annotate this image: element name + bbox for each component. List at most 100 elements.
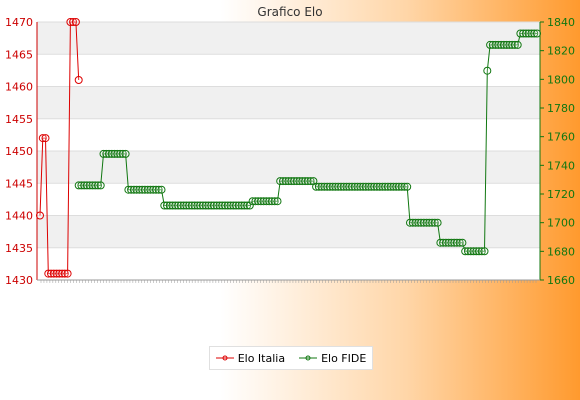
data-point [94, 181, 102, 190]
data-point [334, 182, 343, 191]
data-point [491, 40, 500, 49]
data-point [419, 218, 428, 227]
data-point [212, 201, 221, 210]
data-point [505, 40, 514, 49]
data-point [513, 40, 522, 49]
data-point [82, 181, 91, 190]
data-point [185, 201, 194, 210]
data-point [284, 177, 293, 186]
data-point [157, 185, 166, 194]
data-point [44, 269, 53, 278]
data-point [55, 269, 64, 278]
data-point [361, 182, 370, 191]
data-point [245, 201, 254, 210]
right-tick-label: 1840 [547, 16, 575, 29]
data-point [342, 182, 351, 191]
data-point [292, 177, 301, 186]
data-point [516, 29, 525, 38]
legend-item-elo-fide: Elo FIDE [299, 352, 366, 365]
legend: Elo Italia Elo FIDE [209, 346, 373, 370]
data-point [47, 269, 55, 278]
left-y-axis: 1430 1435 1440 1445 1450 1455 1460 1465 1470 [5, 16, 38, 287]
data-point [223, 201, 232, 210]
data-point [422, 218, 431, 227]
series-line [78, 33, 537, 252]
data-point [323, 182, 332, 191]
series-1 [74, 29, 541, 256]
right-tick-label: 1780 [547, 102, 575, 115]
data-point [295, 177, 304, 186]
data-point [105, 149, 113, 158]
data-point [143, 185, 152, 194]
data-point [475, 247, 483, 256]
data-point [58, 269, 67, 278]
series-layer [36, 18, 541, 278]
data-point [367, 182, 376, 191]
data-point [458, 238, 467, 247]
data-point [138, 185, 147, 194]
data-point [486, 40, 495, 49]
data-point [510, 40, 519, 49]
right-tick-label: 1820 [547, 45, 575, 58]
data-point [530, 29, 539, 38]
data-point [77, 181, 86, 190]
data-point [392, 182, 401, 191]
data-point [466, 247, 475, 256]
right-tick-label: 1660 [547, 274, 575, 287]
data-point [469, 247, 478, 256]
data-point [270, 197, 279, 206]
right-tick-label: 1800 [547, 73, 575, 86]
data-point [527, 29, 536, 38]
data-point [63, 269, 72, 278]
data-point [209, 201, 218, 210]
data-point [314, 182, 323, 191]
right-tick-label: 1760 [547, 131, 575, 144]
grid-band [37, 22, 540, 55]
left-tick-label: 1430 [5, 274, 33, 287]
data-point [88, 181, 97, 190]
data-point [273, 197, 282, 206]
data-point [229, 201, 238, 210]
data-point [372, 182, 381, 191]
data-point [74, 76, 83, 84]
left-tick-label: 1440 [5, 210, 33, 223]
chart-title: Grafico Elo [257, 5, 322, 19]
data-point [417, 218, 425, 227]
data-point [182, 201, 191, 210]
data-point [96, 181, 105, 190]
data-point [69, 18, 78, 26]
data-point [375, 182, 384, 191]
data-point [301, 177, 310, 186]
data-point [196, 201, 205, 210]
data-point [198, 201, 207, 210]
data-point [524, 29, 533, 38]
data-point [353, 182, 362, 191]
data-point [298, 177, 307, 186]
data-point [381, 182, 390, 191]
grid-lines [37, 21, 540, 281]
data-point [317, 182, 326, 191]
data-point [187, 201, 196, 210]
left-tick-label: 1455 [5, 113, 33, 126]
data-point [364, 182, 373, 191]
data-point [397, 182, 406, 191]
data-point [337, 182, 345, 191]
right-tick-label: 1700 [547, 217, 575, 230]
data-point [519, 29, 528, 38]
data-point [165, 201, 174, 210]
data-point [129, 185, 138, 194]
data-point [234, 201, 243, 210]
data-point [193, 201, 202, 210]
left-tick-label: 1465 [5, 48, 33, 61]
data-point [36, 211, 44, 220]
data-point [80, 181, 89, 190]
series-0 [36, 18, 83, 278]
legend-item-elo-italia: Elo Italia [215, 352, 285, 365]
x-axis [37, 279, 540, 283]
data-point [306, 177, 315, 186]
data-point [408, 218, 417, 227]
data-point [386, 182, 395, 191]
data-point [237, 201, 246, 210]
